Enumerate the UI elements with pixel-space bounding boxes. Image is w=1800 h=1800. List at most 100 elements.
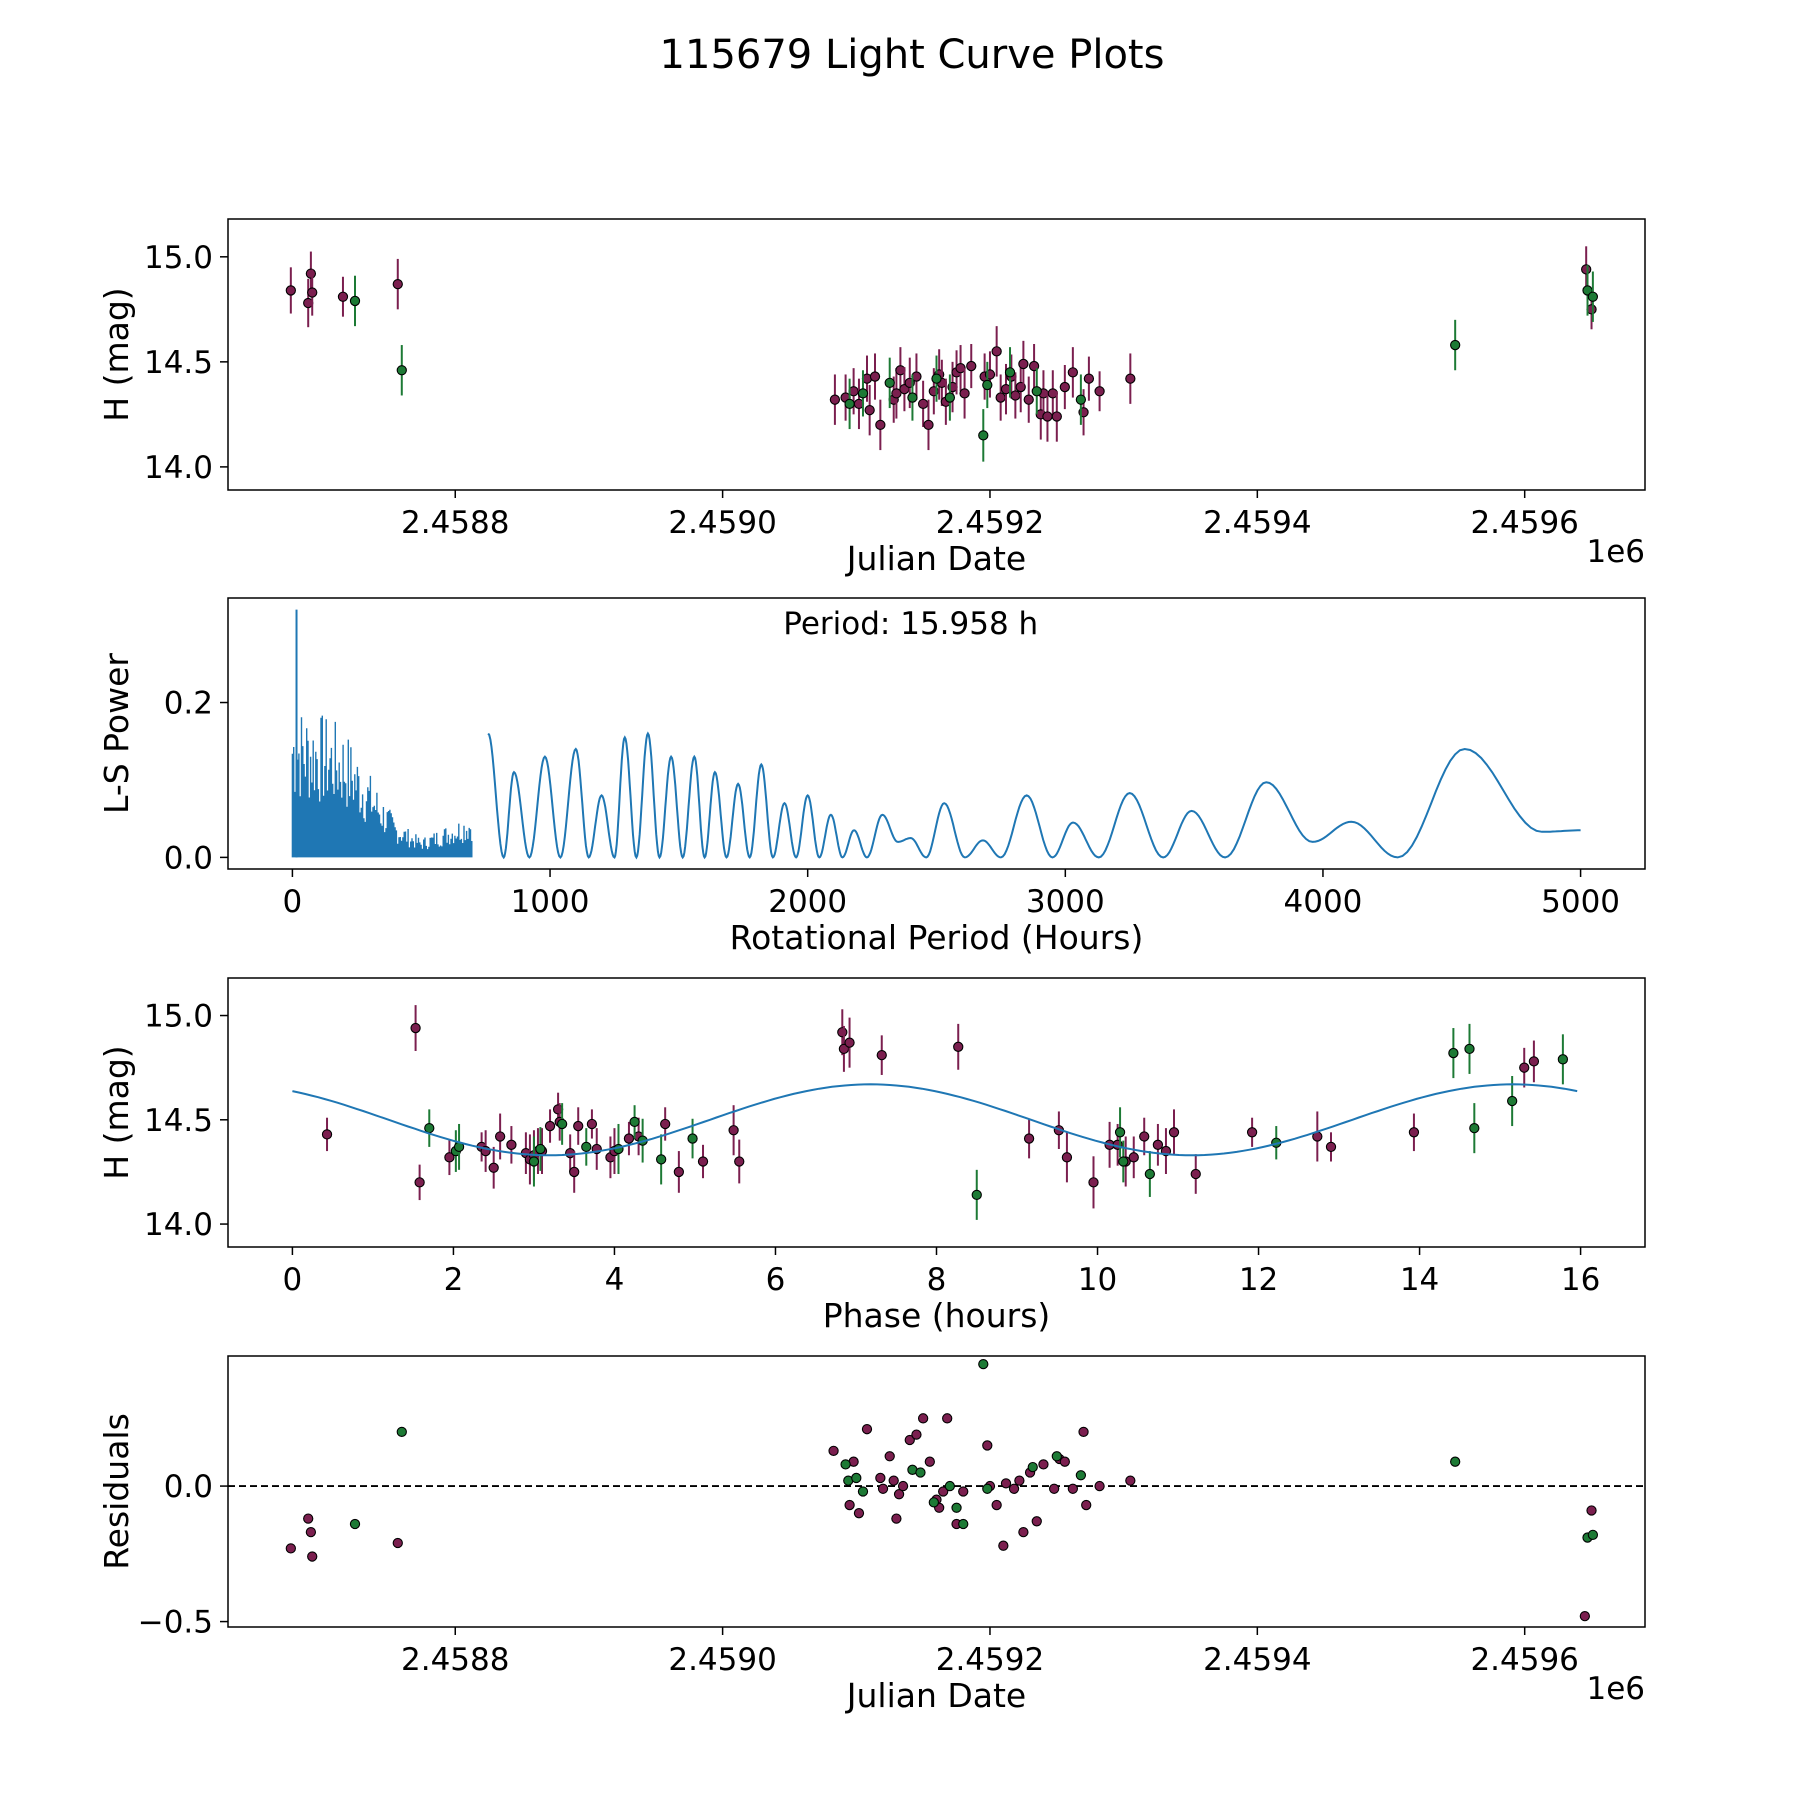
res-magenta-point [911,1429,922,1440]
res-magenta-point [1031,1516,1042,1527]
res-plot-area [285,1358,1599,1622]
res-magenta-point [1008,1483,1020,1494]
phase-magenta-point [1408,1127,1420,1138]
res-green-point [1075,1470,1087,1481]
res-green-point [978,1358,989,1370]
phase-xtick-label: 16 [1561,1262,1600,1298]
res-green-point [944,1480,956,1492]
phase-green-point [424,1122,435,1134]
lc-magenta-point [1010,390,1021,401]
lc-xlabel: Julian Date [845,539,1027,578]
res-xtick-label: 2.4596 [1470,1642,1578,1678]
lc-magenta-point [307,287,318,298]
phase-magenta-point [1139,1131,1150,1142]
lc-magenta-point [917,398,929,410]
res-frame [227,1355,1646,1628]
lc-magenta-point [1083,373,1095,384]
lc-magenta-point [1051,411,1062,422]
lc-green-point [1031,386,1042,397]
lc-xtick-label: 2.4592 [936,505,1044,541]
res-ytick-label: −0.5 [138,1605,213,1641]
res-magenta-point [942,1413,953,1424]
res-green-point [857,1486,869,1497]
phase-magenta-point [876,1050,887,1061]
phase-green-point [535,1143,546,1155]
res-green-point [915,1467,926,1478]
figure-title: 115679 Light Curve Plots [660,32,1165,78]
lc-magenta-point [995,392,1006,403]
lc-magenta-point [1042,411,1053,422]
res-green-point [1051,1451,1062,1462]
lc-ytick-label: 15.0 [144,240,213,276]
phase-magenta-point [488,1162,499,1173]
res-magenta-point [893,1489,905,1500]
res-xlabel: Julian Date [845,1676,1027,1715]
phase-magenta-point [1246,1127,1258,1138]
lc-frame [227,218,1646,491]
res-magenta-point [1579,1611,1590,1622]
res-green-point [396,1426,407,1438]
phase-magenta-point [837,1027,848,1038]
lc-magenta-point [392,278,403,290]
phase-magenta-point [673,1166,685,1178]
phase-xlabel: Phase (hours) [823,1296,1051,1335]
res-magenta-point [982,1440,993,1451]
lc-green-point [1075,394,1087,405]
lc-ylabel: H (mag) [97,287,136,421]
res-magenta-point [904,1434,915,1446]
period-annotation: Period: 15.958 h [783,606,1038,642]
periodogram-panel: Period: 15.958 h 0 1000 2000 3000 4000 5000 0.0… [97,597,1646,957]
lc-green-point [982,379,993,391]
phase-magenta-point [728,1125,739,1136]
phase-magenta-point [410,1022,421,1034]
lc-magenta-point [875,419,886,431]
res-green-point [840,1459,851,1470]
phase-plot-area [321,1005,1569,1220]
phase-green-point [629,1116,640,1128]
lc-magenta-point [1023,394,1034,405]
res-ytick-label: 0.0 [164,1469,213,1505]
phase-magenta-point [953,1041,964,1052]
phase-magenta-point [660,1118,671,1130]
res-green-point [1587,1529,1599,1541]
phase-magenta-point [544,1120,556,1132]
res-green-point [1450,1456,1461,1467]
lc-magenta-point [959,388,970,399]
lc-ytick-label: 14.0 [144,450,213,486]
res-magenta-point [285,1543,296,1554]
phase-xtick-label: 8 [927,1262,947,1298]
lc-green-point [844,398,855,410]
res-magenta-point [917,1413,929,1424]
phase-xtick-label: 14 [1400,1262,1439,1298]
phase-green-point [1144,1168,1156,1180]
lc-offset-label: 1e6 [1586,534,1645,570]
res-magenta-point [991,1499,1002,1511]
res-xtick-label: 2.4592 [936,1642,1044,1678]
phase-magenta-point [734,1156,745,1167]
res-magenta-point [924,1456,935,1467]
phase-frame [227,977,1646,1248]
res-magenta-point [1018,1527,1029,1538]
phase-ytick-label: 14.0 [144,1207,213,1243]
lc-magenta-point [991,346,1002,357]
phase-xtick-label: 12 [1239,1262,1278,1298]
lc-magenta-point [829,394,841,405]
phase-magenta-point [321,1129,333,1140]
phase-magenta-point [1088,1177,1099,1188]
res-magenta-point [1014,1475,1025,1486]
res-magenta-point [884,1451,895,1462]
residuals-panel: 2.4588 2.4590 2.4592 2.4594 2.4596 −0.5 0.0 Jul… [97,1355,1646,1715]
res-magenta-point [1067,1483,1079,1494]
res-magenta-point [1059,1456,1070,1467]
lc-magenta-point [864,405,875,416]
phase-green-point [656,1154,667,1165]
res-magenta-point [392,1537,403,1549]
res-magenta-point [307,1551,318,1562]
lc-xtick-label: 2.4590 [668,505,776,541]
lc-xtick-label: 2.4594 [1203,505,1311,541]
res-magenta-point [303,1513,314,1524]
ls-xtick-label: 4000 [1284,884,1363,920]
lc-magenta-point [1094,386,1105,397]
res-green-point [851,1472,862,1484]
lc-xtick-label: 2.4596 [1470,505,1578,541]
